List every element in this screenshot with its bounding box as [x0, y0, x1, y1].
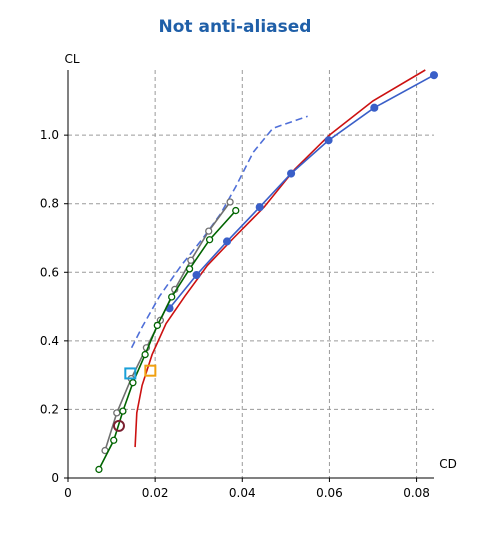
x-tick-label: 0.06 — [316, 486, 343, 500]
series-5-point — [232, 206, 240, 215]
grid-layer — [68, 70, 434, 478]
x-tick-label: 0.08 — [403, 486, 430, 500]
series-4-point — [187, 256, 195, 264]
series-3-point — [255, 203, 264, 212]
x-tick-label: 0.04 — [229, 486, 256, 500]
series-4-point — [113, 409, 121, 417]
y-axis-label: CL — [64, 52, 79, 66]
y-tick-label: 0 — [51, 471, 59, 485]
highlight-layer — [112, 364, 157, 432]
y-tick-label: 0.2 — [40, 402, 59, 416]
series-5-point — [119, 407, 127, 415]
y-tick-label: 0.4 — [40, 334, 59, 348]
series-5-point — [205, 236, 214, 244]
y-tick-label: 0.8 — [40, 197, 59, 211]
x-tick-label: 0.02 — [142, 486, 169, 500]
series-5-point — [168, 293, 176, 301]
series-5-point — [129, 379, 137, 387]
series-5-line — [98, 210, 237, 470]
series-2 — [134, 69, 426, 448]
x-tick-label: 0 — [64, 486, 72, 500]
series-4-point — [226, 198, 234, 206]
highlight-circle-3 — [112, 419, 125, 432]
series-5 — [95, 206, 240, 474]
series-3-point — [370, 103, 379, 112]
y-tick-label: 0.6 — [40, 265, 59, 279]
series-5-point — [185, 265, 194, 273]
series-3-point — [222, 237, 232, 246]
series-3-point — [429, 71, 439, 80]
series-3 — [165, 71, 439, 313]
series-5-point — [95, 465, 103, 474]
series-3-point — [287, 169, 296, 178]
series-2-line — [134, 69, 426, 448]
series-5-point — [141, 350, 149, 359]
series-3-line — [168, 74, 435, 309]
series-layer — [95, 69, 439, 474]
highlight-square-2 — [144, 364, 157, 377]
chart-title: Not anti-aliased — [159, 17, 312, 37]
y-tick-label: 1.0 — [40, 128, 59, 142]
highlight-square-1 — [124, 367, 137, 380]
series-1-line — [130, 115, 308, 349]
x-axis-label: CD — [439, 457, 457, 471]
series-5-point — [110, 436, 118, 444]
series-1 — [130, 115, 308, 349]
series-3-point — [324, 136, 333, 145]
series-5-point — [153, 321, 161, 330]
series-4-point — [205, 227, 213, 235]
axis-layer: 0 0.02 0.04 0.06 0.08 0 0.2 0.4 0.6 0.8 1.0 — [40, 70, 434, 500]
series-3-point — [192, 270, 201, 280]
